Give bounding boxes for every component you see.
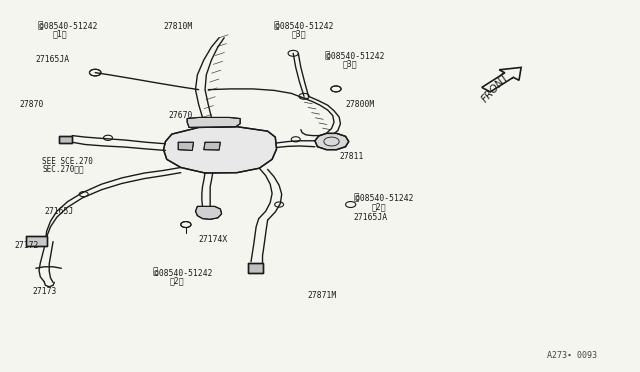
Polygon shape [315,134,349,150]
Text: 27172: 27172 [15,241,39,250]
Text: （2）: （2） [371,202,386,211]
Text: A273∙ 0093: A273∙ 0093 [547,351,597,360]
Text: 27165J: 27165J [44,208,74,217]
Text: Ⓢ: Ⓢ [38,22,43,31]
Text: Ⓢ: Ⓢ [274,22,279,31]
Text: 27165JA: 27165JA [353,213,387,222]
Text: 27871M: 27871M [307,291,337,300]
Text: 27173: 27173 [33,287,57,296]
Text: Ⓢ: Ⓢ [152,267,158,276]
Polygon shape [178,142,193,150]
FancyArrow shape [482,67,521,92]
Text: （2）: （2） [170,276,184,285]
Polygon shape [187,118,240,128]
Text: 27811: 27811 [339,152,364,161]
Text: ©08540-51242: ©08540-51242 [326,52,385,61]
Text: SEC.270参照: SEC.270参照 [42,165,84,174]
Text: （1）: （1） [53,29,68,39]
Polygon shape [204,142,220,150]
Text: 27800M: 27800M [346,100,375,109]
Text: Ⓢ: Ⓢ [353,193,358,202]
Text: FRONT: FRONT [479,71,511,105]
Text: ©08540-51242: ©08540-51242 [355,195,413,203]
Polygon shape [248,263,262,273]
Text: 27870: 27870 [20,100,44,109]
Text: ©08540-51242: ©08540-51242 [275,22,334,31]
Text: 27810M: 27810M [164,22,193,31]
Text: Ⓢ: Ⓢ [325,51,330,60]
Text: （3）: （3） [291,29,306,39]
Text: 27165JA: 27165JA [36,55,70,64]
Polygon shape [164,127,276,173]
Polygon shape [60,136,72,143]
Text: SEE SCE.270: SEE SCE.270 [42,157,93,166]
Text: 27670: 27670 [168,111,193,120]
Polygon shape [195,206,221,219]
Polygon shape [26,236,47,246]
Text: ©08540-51242: ©08540-51242 [154,269,212,278]
Text: （3）: （3） [342,59,357,68]
Text: ©08540-51242: ©08540-51242 [39,22,97,31]
Text: 27174X: 27174X [198,235,228,244]
